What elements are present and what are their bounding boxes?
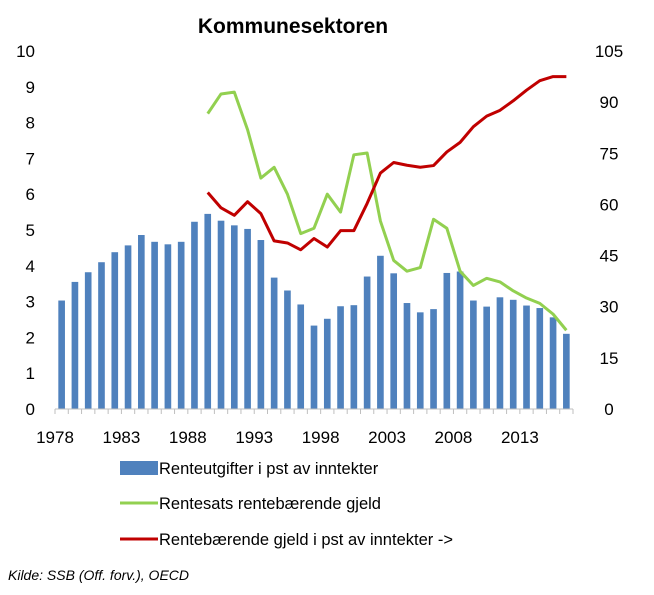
x-tick-label: 2003 xyxy=(368,428,406,447)
left-tick-label: 3 xyxy=(26,293,35,312)
bar-1995 xyxy=(284,290,291,409)
chart-title: Kommunesektoren xyxy=(198,15,388,38)
right-tick-label: 60 xyxy=(600,195,619,214)
legend-swatch-bar xyxy=(120,461,158,475)
bar-2004 xyxy=(403,303,411,409)
left-tick-label: 5 xyxy=(26,221,35,240)
x-tick-label: 2008 xyxy=(435,428,473,447)
source-note: Kilde: SSB (Off. forv.), OECD xyxy=(8,567,189,583)
bar-2007 xyxy=(443,272,451,409)
right-tick-label: 90 xyxy=(600,93,619,112)
bar-1993 xyxy=(257,240,265,409)
x-tick-label: 1988 xyxy=(169,428,207,447)
bar-2006 xyxy=(430,309,437,409)
right-tick-label: 0 xyxy=(604,400,613,419)
bar-1999 xyxy=(337,306,344,409)
bar-2002 xyxy=(377,255,384,409)
bar-2015 xyxy=(549,317,557,409)
bar-1990 xyxy=(217,220,225,409)
bar-1980 xyxy=(84,272,92,409)
x-tick-label: 1998 xyxy=(302,428,340,447)
bar-2011 xyxy=(496,297,504,409)
x-tick-label: 1978 xyxy=(36,428,74,447)
right-tick-label: 105 xyxy=(595,42,623,61)
bar-1979 xyxy=(71,281,79,409)
bar-1987 xyxy=(177,241,185,409)
bar-1986 xyxy=(164,244,172,409)
right-tick-label: 15 xyxy=(600,349,619,368)
bar-1998 xyxy=(323,318,331,409)
bar-1996 xyxy=(297,304,305,409)
bar-1988 xyxy=(191,221,198,409)
x-tick-label: 1993 xyxy=(235,428,273,447)
bar-1997 xyxy=(310,325,318,409)
line-series xyxy=(206,75,568,332)
bar-1991 xyxy=(230,225,238,409)
bar-2008 xyxy=(456,271,464,409)
bar-2003 xyxy=(390,273,398,409)
bar-1994 xyxy=(270,277,278,409)
bar-1978 xyxy=(58,300,65,409)
left-tick-label: 9 xyxy=(26,78,35,97)
right-tick-label: 75 xyxy=(600,144,619,163)
left-tick-label: 4 xyxy=(26,257,35,276)
left-tick-label: 8 xyxy=(26,114,35,133)
bar-1989 xyxy=(204,213,212,409)
legend: Renteutgifter i pst av inntekter Rentesa… xyxy=(120,460,453,549)
bar-1983 xyxy=(124,245,132,409)
bar-2014 xyxy=(536,308,544,409)
x-tick-label: 2013 xyxy=(501,428,539,447)
red-line-rentebaerende-gjeld xyxy=(206,75,567,252)
x-axis-ticks: 1978 1983 1988 1993 1998 2003 2008 2013 xyxy=(36,409,574,447)
bar-2016 xyxy=(563,333,570,409)
left-tick-label: 6 xyxy=(26,185,35,204)
left-tick-label: 7 xyxy=(26,149,35,168)
right-axis-ticks: 0 15 30 45 60 75 90 105 xyxy=(595,42,623,419)
bar-1984 xyxy=(138,235,145,409)
bar-1985 xyxy=(151,241,158,409)
green-line-rentesats xyxy=(206,90,568,332)
legend-label-red-line: Rentebærende gjeld i pst av inntekter -> xyxy=(159,531,453,549)
left-tick-label: 0 xyxy=(26,400,35,419)
bar-2005 xyxy=(416,312,424,409)
bar-2012 xyxy=(509,299,517,409)
x-tick-label: 1983 xyxy=(102,428,140,447)
left-tick-label: 1 xyxy=(26,364,35,383)
left-axis-ticks: 0 1 2 3 4 5 6 7 8 9 10 xyxy=(16,42,35,419)
legend-label-bar: Renteutgifter i pst av inntekter xyxy=(159,460,379,478)
bar-2009 xyxy=(470,300,477,409)
bar-2013 xyxy=(523,305,530,409)
bar-series xyxy=(58,213,570,409)
bar-1992 xyxy=(244,228,251,409)
bar-2010 xyxy=(483,306,490,409)
right-tick-label: 30 xyxy=(600,298,619,317)
bar-1981 xyxy=(98,262,105,409)
left-tick-label: 10 xyxy=(16,42,35,61)
legend-label-green-line: Rentesats rentebærende gjeld xyxy=(159,495,381,513)
left-tick-label: 2 xyxy=(26,328,35,347)
bar-2000 xyxy=(350,305,358,409)
bar-2001 xyxy=(363,276,371,409)
right-tick-label: 45 xyxy=(600,247,619,266)
bar-1982 xyxy=(111,252,119,409)
